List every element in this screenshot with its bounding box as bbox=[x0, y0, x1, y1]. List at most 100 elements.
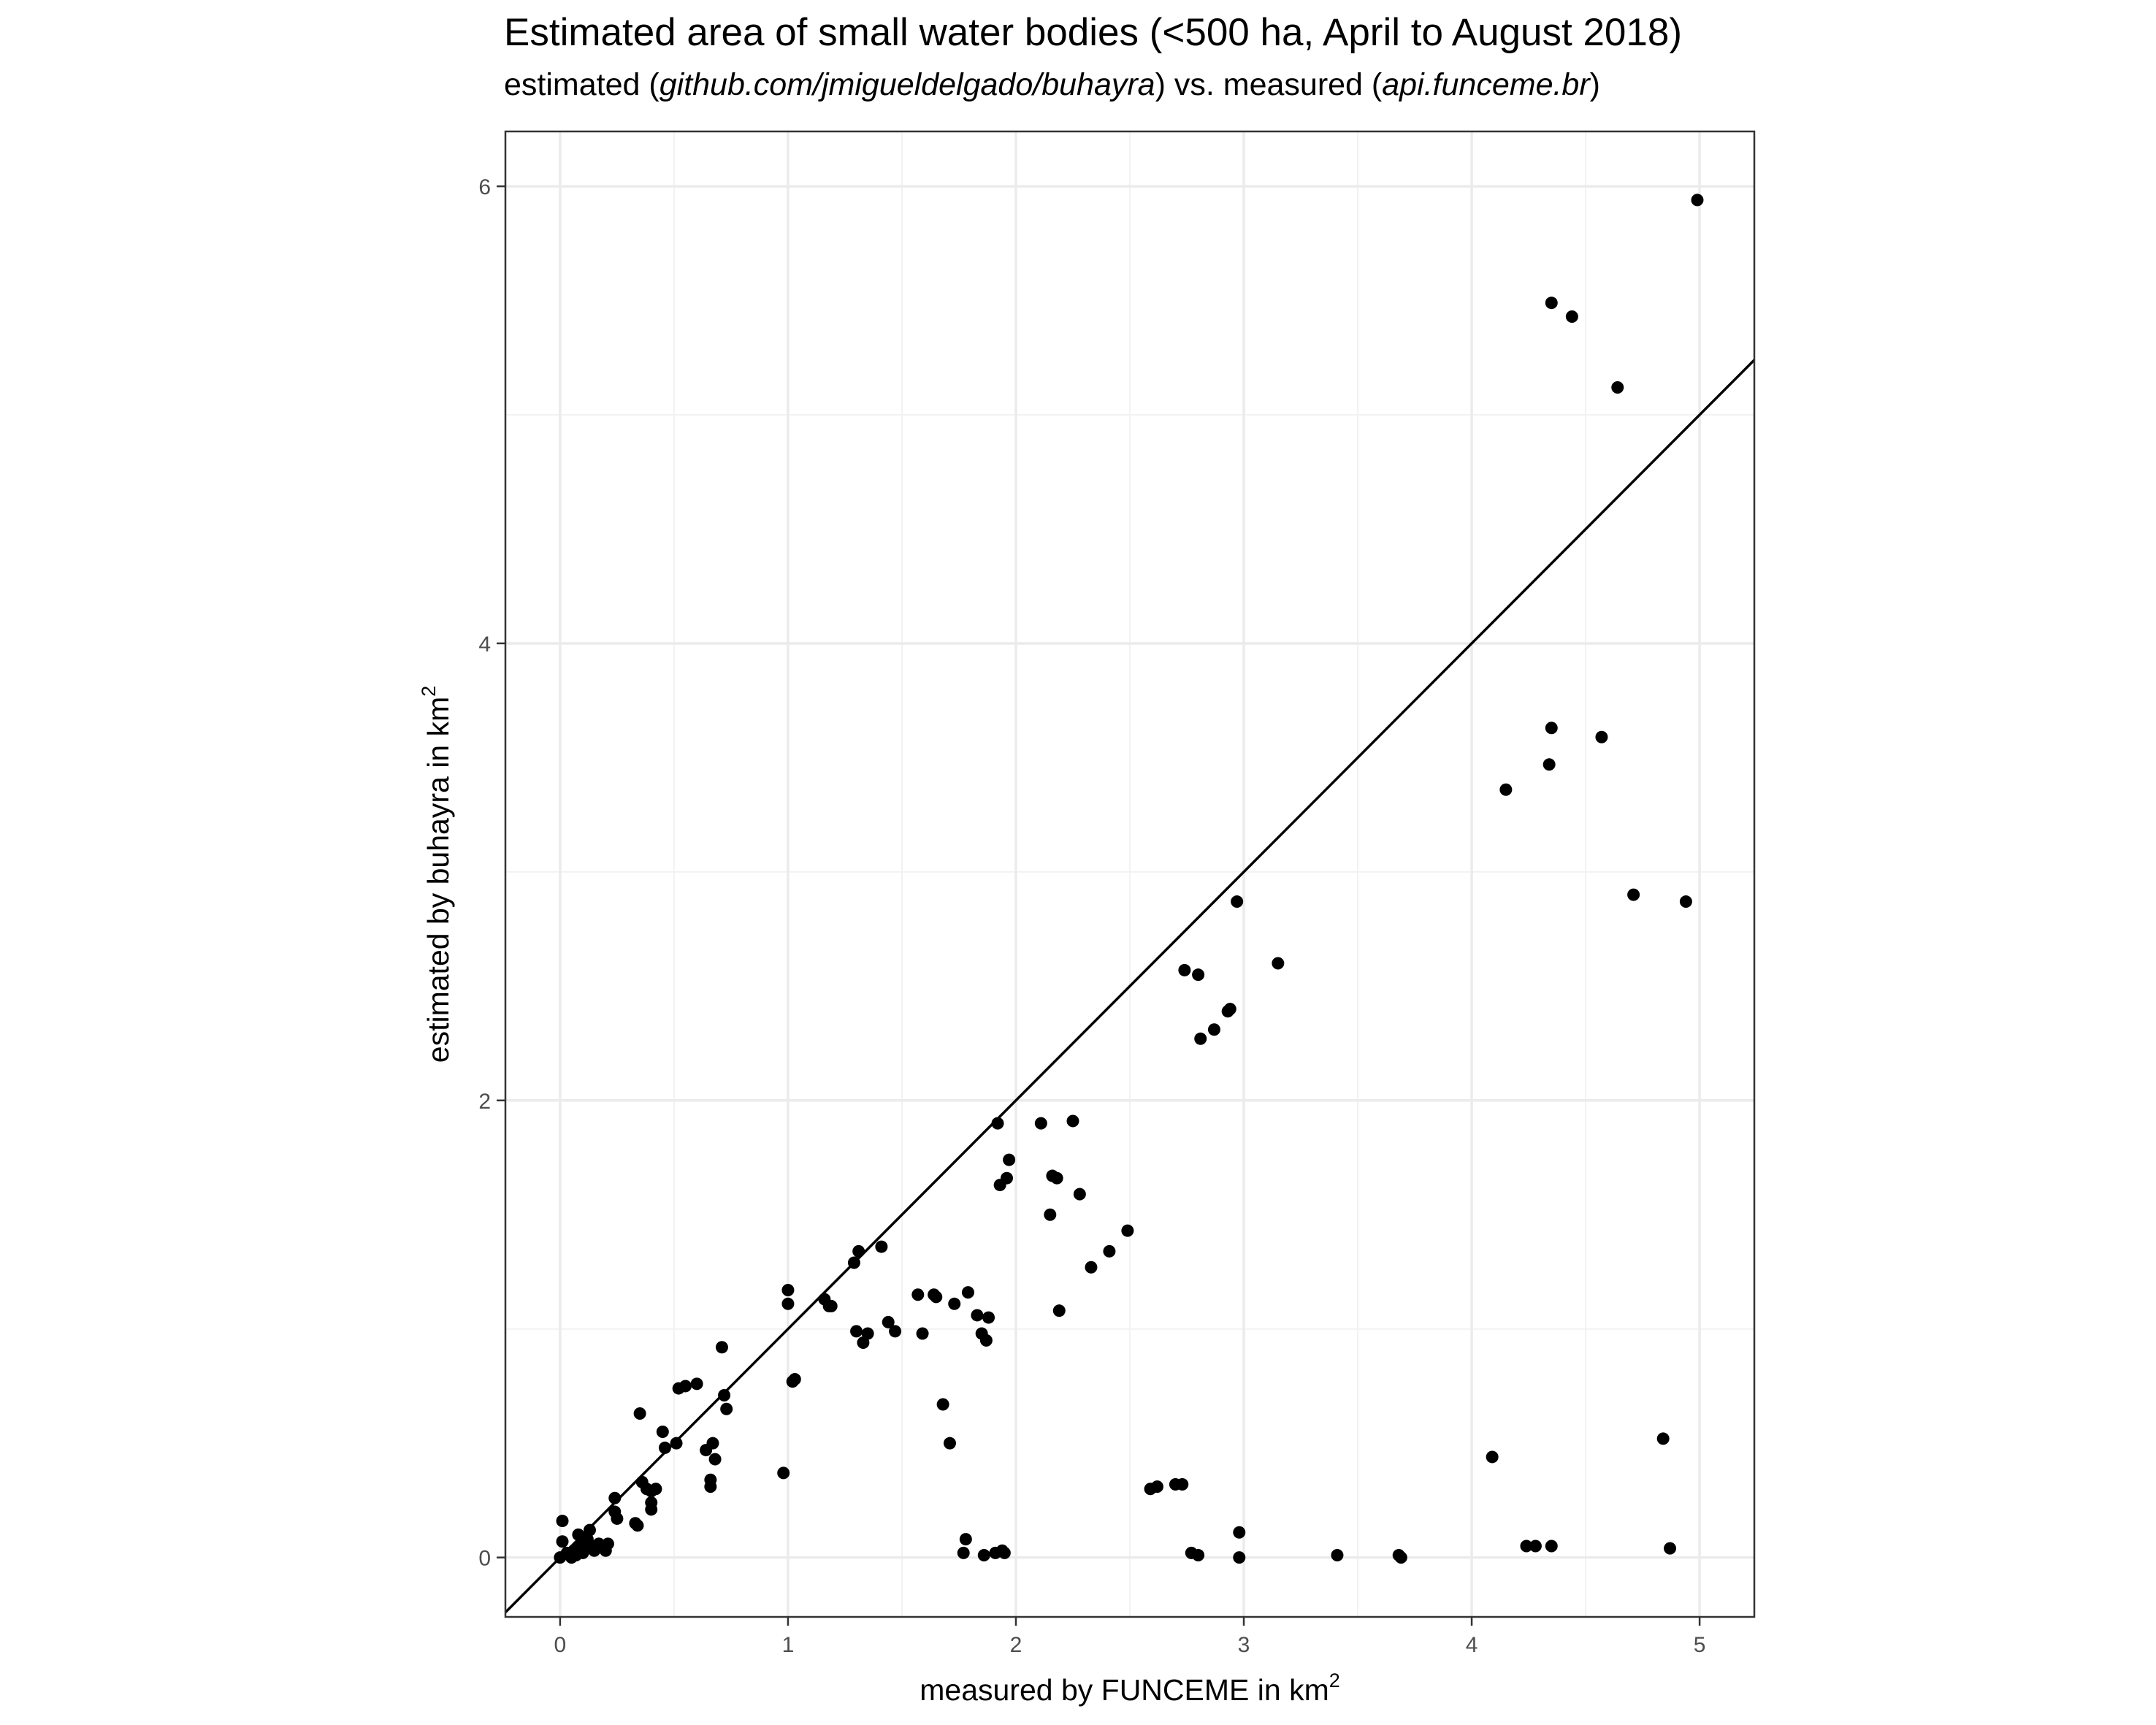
data-point bbox=[1050, 1171, 1063, 1185]
y-axis-label: estimated by buhayra in km2 bbox=[418, 686, 455, 1063]
data-point bbox=[1223, 1003, 1236, 1016]
data-point bbox=[1121, 1224, 1134, 1237]
data-point bbox=[656, 1426, 669, 1439]
data-point bbox=[718, 1388, 731, 1401]
data-point bbox=[957, 1546, 970, 1559]
data-point bbox=[679, 1380, 692, 1393]
data-point bbox=[1000, 1171, 1013, 1185]
data-point bbox=[1627, 888, 1640, 901]
data-point bbox=[1103, 1244, 1116, 1258]
x-axis-ticks: 0 1 2 3 4 5 bbox=[554, 1617, 1706, 1657]
data-point bbox=[1150, 1480, 1163, 1493]
data-point bbox=[608, 1491, 622, 1504]
data-point bbox=[1664, 1542, 1677, 1555]
y-tick-label: 0 bbox=[478, 1547, 491, 1571]
data-point bbox=[556, 1535, 569, 1548]
data-point bbox=[936, 1398, 949, 1411]
data-point bbox=[704, 1480, 717, 1493]
x-tick-label: 0 bbox=[554, 1633, 567, 1657]
data-point bbox=[1543, 758, 1556, 771]
data-point bbox=[882, 1315, 895, 1328]
data-point bbox=[1207, 1023, 1220, 1036]
data-point bbox=[1073, 1187, 1086, 1201]
x-tick-label: 3 bbox=[1238, 1633, 1250, 1657]
data-point bbox=[971, 1309, 984, 1322]
data-point bbox=[825, 1299, 838, 1312]
data-point bbox=[1486, 1450, 1499, 1464]
data-point bbox=[781, 1284, 795, 1297]
data-point bbox=[1499, 783, 1513, 796]
x-tick-label: 5 bbox=[1694, 1633, 1706, 1657]
data-point bbox=[1545, 1540, 1558, 1553]
data-point bbox=[1034, 1117, 1047, 1130]
data-point bbox=[991, 1117, 1004, 1130]
data-point bbox=[658, 1441, 671, 1454]
data-point bbox=[1231, 895, 1244, 909]
data-point bbox=[1595, 730, 1608, 743]
data-point bbox=[1194, 1032, 1207, 1045]
data-point bbox=[1178, 963, 1191, 976]
data-point bbox=[715, 1341, 728, 1354]
data-point bbox=[645, 1496, 658, 1510]
x-axis-label: measured by FUNCEME in km2 bbox=[920, 1669, 1340, 1707]
data-point bbox=[690, 1377, 703, 1391]
data-point bbox=[633, 1407, 646, 1420]
data-point bbox=[601, 1537, 614, 1550]
data-point bbox=[1085, 1261, 1098, 1274]
data-point bbox=[1331, 1549, 1344, 1562]
data-point bbox=[1052, 1304, 1066, 1317]
x-tick-label: 2 bbox=[1010, 1633, 1022, 1657]
data-point bbox=[930, 1290, 943, 1304]
data-point bbox=[781, 1297, 795, 1310]
data-point bbox=[875, 1240, 888, 1253]
y-tick-label: 4 bbox=[478, 632, 491, 657]
data-point bbox=[583, 1523, 596, 1537]
data-point bbox=[959, 1533, 972, 1546]
data-point bbox=[982, 1311, 995, 1324]
data-point bbox=[916, 1327, 929, 1340]
data-point bbox=[998, 1546, 1011, 1559]
data-point bbox=[1044, 1208, 1057, 1221]
data-point bbox=[857, 1336, 870, 1349]
data-point bbox=[1272, 957, 1285, 970]
data-point bbox=[649, 1483, 662, 1496]
chart-subtitle: estimated (github.com/jmigueldelgado/buh… bbox=[504, 67, 1600, 102]
data-point bbox=[788, 1373, 801, 1386]
data-point bbox=[889, 1325, 902, 1338]
data-point bbox=[852, 1244, 865, 1258]
data-point bbox=[1679, 895, 1692, 909]
data-point bbox=[847, 1256, 860, 1269]
data-point bbox=[943, 1437, 956, 1450]
data-point bbox=[979, 1334, 993, 1347]
data-point bbox=[611, 1512, 624, 1525]
x-tick-label: 4 bbox=[1466, 1633, 1478, 1657]
data-point bbox=[1192, 1549, 1205, 1562]
gridlines bbox=[505, 131, 1754, 1617]
data-point bbox=[1691, 194, 1704, 207]
data-point bbox=[720, 1402, 733, 1415]
data-point bbox=[706, 1437, 719, 1450]
data-point bbox=[1545, 722, 1558, 735]
data-point bbox=[1394, 1551, 1407, 1564]
data-points bbox=[554, 194, 1704, 1564]
y-tick-label: 2 bbox=[478, 1090, 491, 1114]
data-point bbox=[1233, 1551, 1246, 1564]
y-axis-ticks: 0 2 4 6 bbox=[478, 175, 505, 1571]
data-point bbox=[1611, 380, 1624, 394]
data-point bbox=[1066, 1114, 1079, 1128]
data-point bbox=[777, 1466, 790, 1480]
data-point bbox=[948, 1297, 961, 1310]
data-point bbox=[1003, 1153, 1016, 1166]
data-point bbox=[708, 1453, 722, 1466]
data-point bbox=[1233, 1526, 1246, 1539]
data-point bbox=[961, 1286, 974, 1299]
data-point bbox=[850, 1325, 863, 1338]
data-point bbox=[911, 1288, 925, 1301]
data-point bbox=[1545, 297, 1558, 310]
plot-panel bbox=[504, 130, 1756, 1618]
reference-line bbox=[504, 359, 1756, 1613]
data-point bbox=[977, 1549, 990, 1562]
data-point bbox=[556, 1515, 569, 1528]
data-point bbox=[861, 1327, 874, 1340]
